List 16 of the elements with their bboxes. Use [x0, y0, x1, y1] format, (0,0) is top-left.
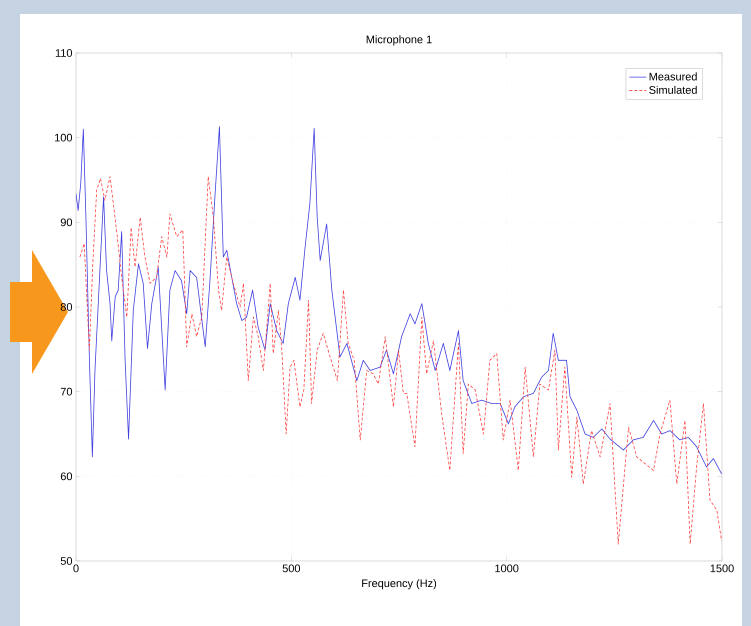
y-tick-label: 50 — [60, 557, 72, 565]
line-series — [79, 176, 722, 544]
legend-label: Simulated — [649, 86, 697, 94]
y-tick-label: 90 — [60, 218, 72, 226]
chart-title: Microphone 1 — [366, 35, 432, 46]
x-tick-label: 1000 — [495, 564, 518, 572]
x-tick-label: 0 — [73, 564, 79, 572]
legend-label: Measured — [650, 72, 697, 80]
x-tick-label: 500 — [282, 564, 300, 572]
y-tick-label: 70 — [60, 388, 72, 396]
x-tick-label: 1500 — [710, 564, 734, 572]
line-series — [76, 126, 722, 474]
y-tick-label: 110 — [56, 49, 72, 57]
y-tick-label: 100 — [55, 134, 72, 142]
y-tick-label: 60 — [60, 472, 72, 480]
x-axis-title: Frequency (Hz) — [362, 579, 436, 590]
